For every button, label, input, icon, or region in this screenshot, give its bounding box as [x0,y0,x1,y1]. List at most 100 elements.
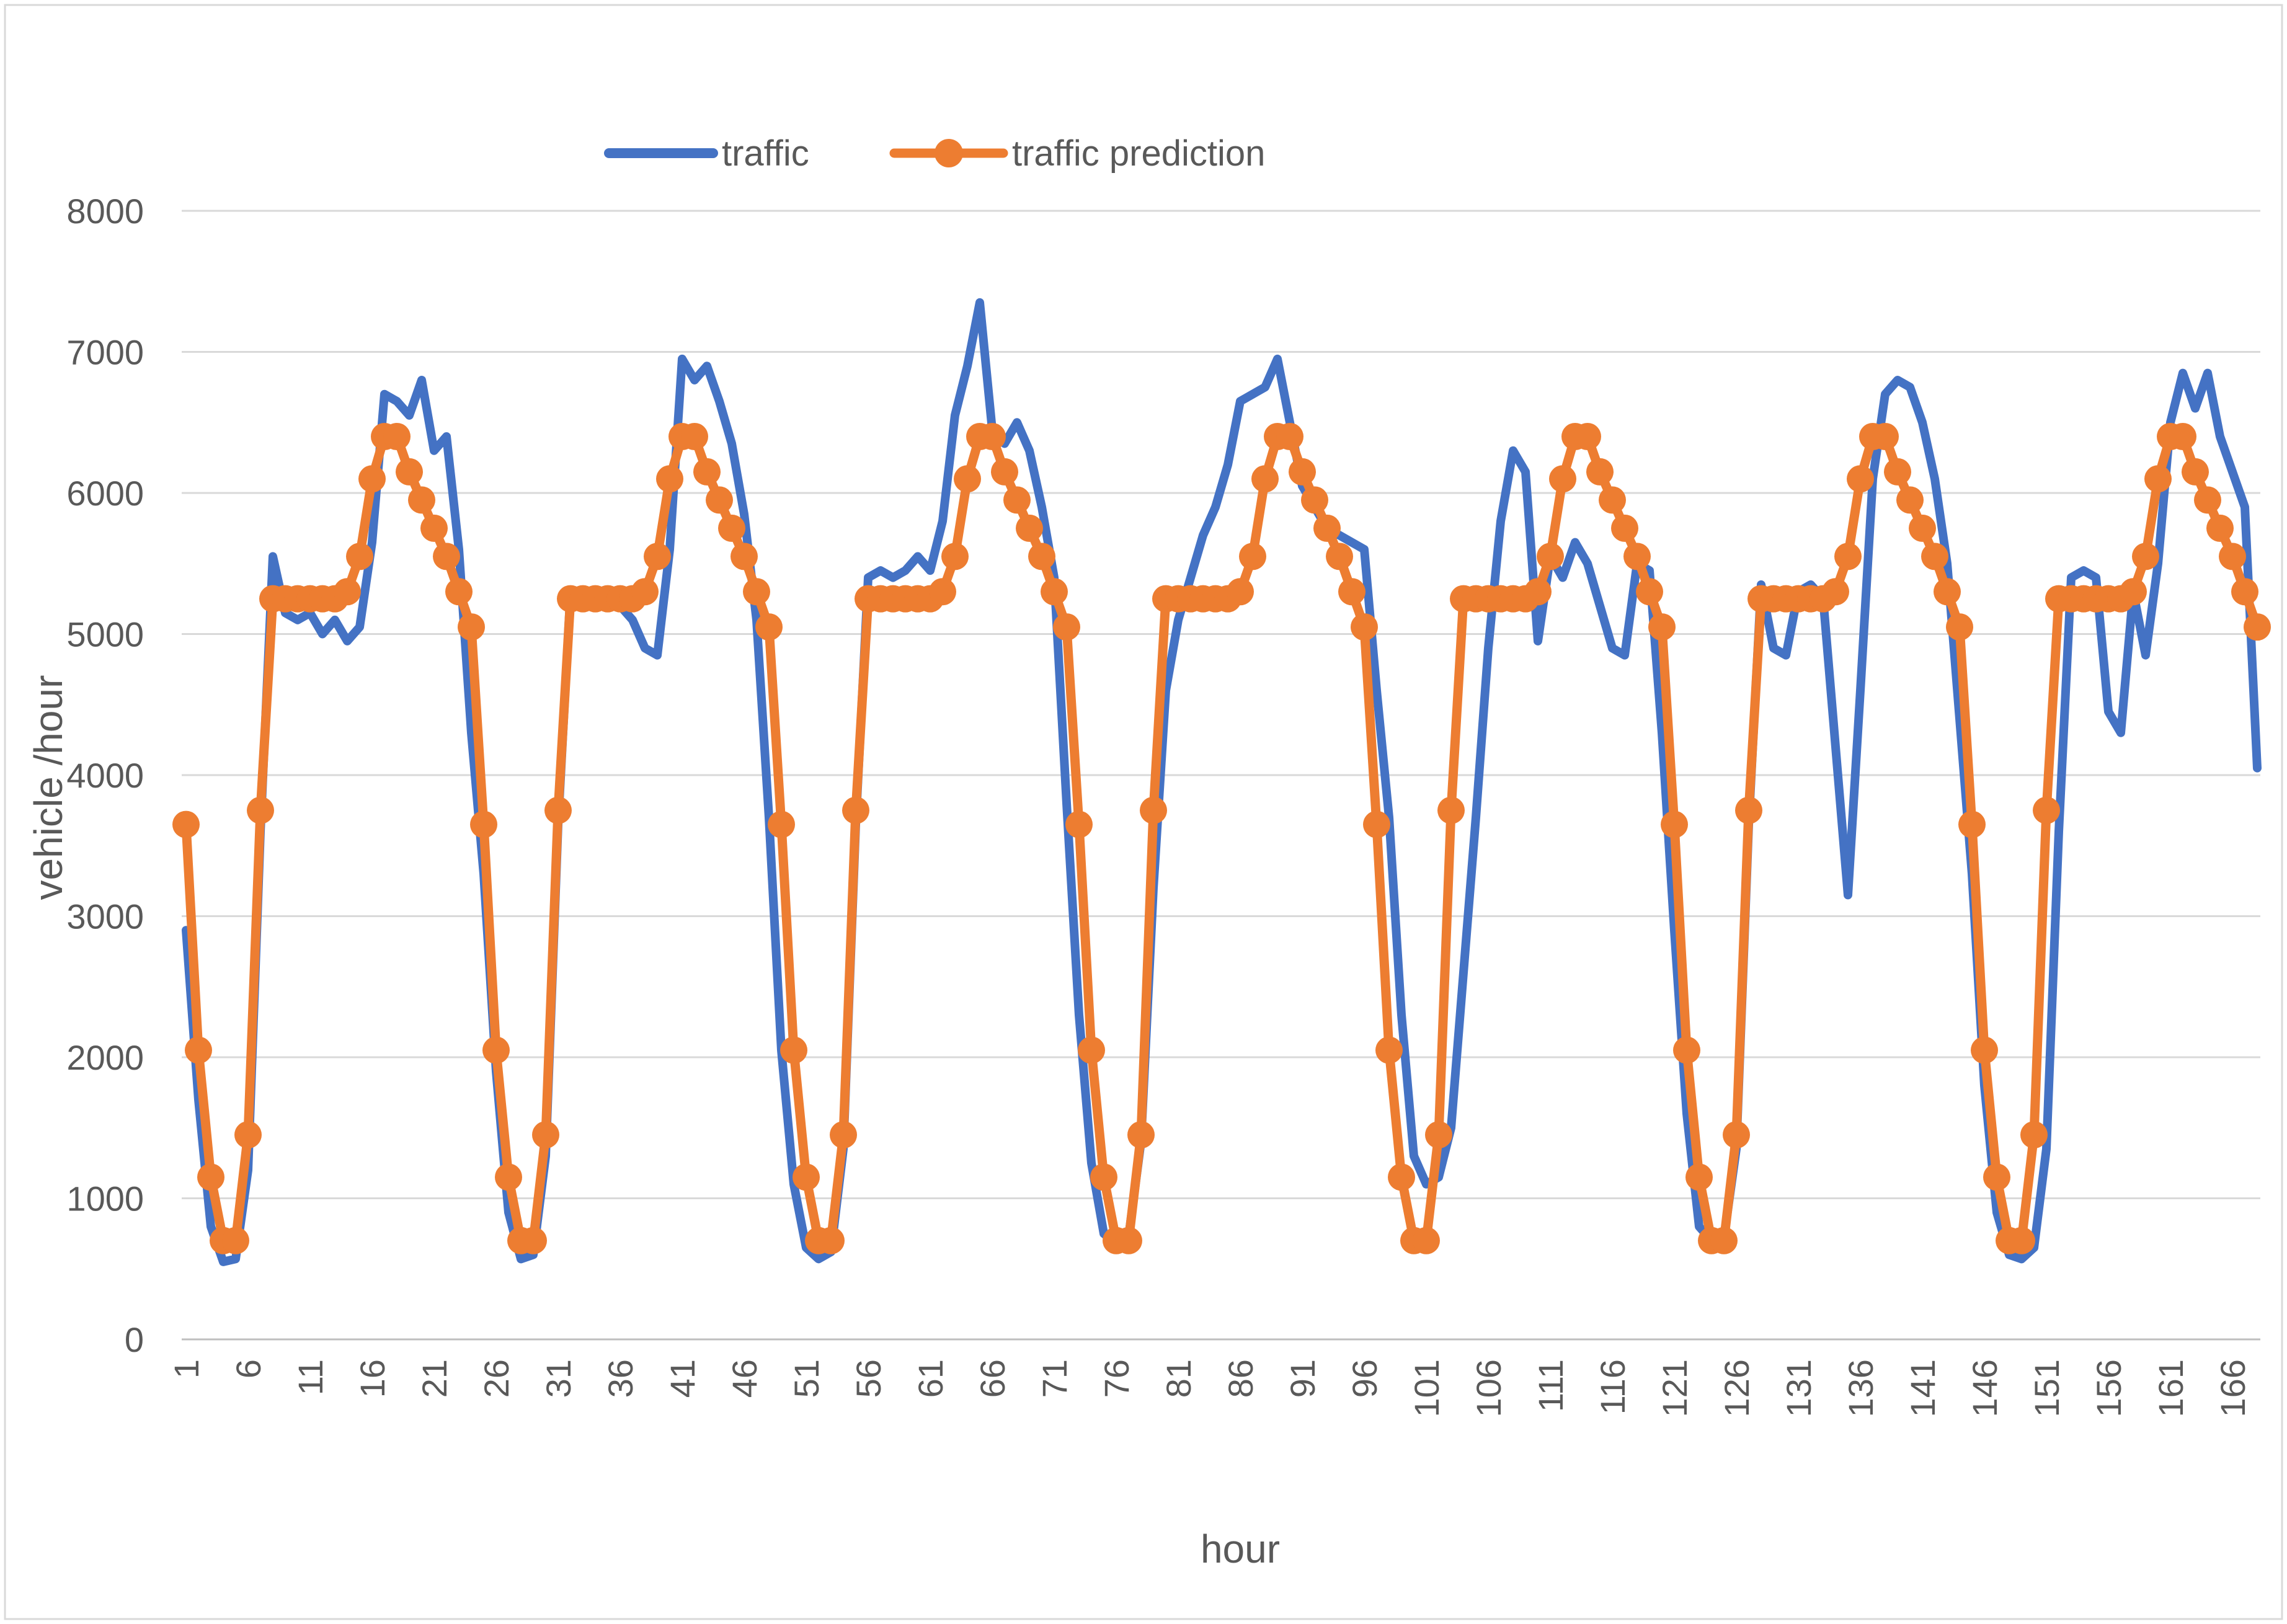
traffic-prediction-marker [743,578,770,606]
traffic-prediction-marker [458,613,485,641]
traffic-prediction-marker [1140,796,1167,824]
traffic-prediction-marker [1599,486,1626,514]
traffic-prediction-marker [1090,1163,1117,1191]
traffic-prediction-marker [706,486,733,514]
traffic-prediction-marker [396,458,423,486]
traffic-prediction-marker [817,1227,845,1254]
x-tick-label: 116 [1593,1359,1632,1414]
traffic-prediction-marker [1301,486,1328,514]
y-tick-label: 8000 [66,192,144,231]
y-tick-label: 1000 [66,1179,144,1218]
x-tick-label: 121 [1655,1359,1694,1417]
traffic-prediction-marker [1276,423,1303,450]
traffic-prediction-marker [830,1121,857,1149]
x-tick-label: 151 [2027,1359,2066,1417]
traffic-prediction-marker [1822,578,1849,606]
traffic-prediction-marker [334,578,361,606]
traffic-prediction-marker [2194,486,2221,514]
traffic-prediction-marker [1946,613,1973,641]
x-tick-label: 141 [1903,1359,1942,1417]
x-tick-label: 106 [1469,1359,1508,1417]
traffic-prediction-marker [1648,613,1676,641]
traffic-prediction-marker [346,543,373,570]
traffic-prediction-marker [1003,486,1031,514]
traffic-prediction-marker [197,1163,224,1191]
traffic-prediction-marker [1289,458,1316,486]
traffic-prediction-marker [495,1163,522,1191]
traffic-prediction-marker [1549,465,1576,493]
x-tick-label: 21 [415,1359,454,1398]
x-tick-label: 81 [1159,1359,1198,1398]
legend-label-traffic: traffic [722,133,809,174]
traffic-prediction-marker [2144,465,2172,493]
y-axis-tick-labels: 0 1000 2000 3000 4000 5000 6000 7000 8000 [66,192,144,1359]
traffic-prediction-marker [1437,796,1465,824]
y-tick-label: 7000 [66,333,144,372]
traffic-prediction-marker [991,458,1018,486]
traffic-prediction-marker [2231,578,2258,606]
traffic-prediction-marker [842,796,869,824]
traffic-prediction-marker [1884,458,1911,486]
x-tick-label: 26 [477,1359,516,1398]
traffic-prediction-marker [1078,1036,1105,1064]
traffic-prediction-marker [693,458,721,486]
traffic-prediction-marker [1735,796,1762,824]
traffic-prediction-marker [1351,613,1378,641]
traffic-prediction-marker [185,1036,212,1064]
traffic-prediction-marker [408,486,435,514]
x-tick-label: 136 [1841,1359,1880,1417]
traffic-prediction-marker [172,810,200,838]
traffic-prediction-marker [1834,543,1862,570]
x-tick-label: 71 [1035,1359,1074,1398]
traffic-prediction-marker [1115,1227,1142,1254]
traffic-prediction-marker [1065,810,1093,838]
traffic-prediction-marker [731,543,758,570]
traffic-prediction-marker [1685,1163,1713,1191]
x-tick-label: 111 [1531,1359,1570,1412]
traffic-prediction-marker [2206,514,2234,542]
traffic-prediction-marker [1388,1163,1415,1191]
traffic-prediction-marker [1413,1227,1440,1254]
traffic-prediction-marker [234,1121,262,1149]
traffic-prediction-marker [2169,423,2196,450]
y-tick-label: 2000 [66,1038,144,1077]
traffic-prediction-marker [1934,578,1961,606]
traffic-series [182,298,2262,1266]
traffic-prediction-marker [1375,1036,1403,1064]
x-tick-label: 76 [1097,1359,1136,1398]
traffic-prediction-marker [1537,543,1564,570]
traffic-prediction-marker [1326,543,1353,570]
traffic-prediction-marker [656,465,683,493]
x-tick-label: 101 [1407,1359,1446,1417]
traffic-prediction-marker [2219,543,2246,570]
traffic-prediction-marker [1524,578,1552,606]
x-tick-label: 56 [849,1359,888,1398]
x-tick-label: 36 [601,1359,640,1398]
traffic-prediction-marker [1227,578,1254,606]
x-tick-label: 126 [1717,1359,1756,1417]
x-tick-label: 61 [911,1359,950,1398]
traffic-prediction-marker [780,1036,807,1064]
traffic-series-line [182,298,2262,1266]
traffic-prediction-marker [1251,465,1279,493]
traffic-prediction-marker [1909,514,1936,542]
y-tick-label: 5000 [66,615,144,654]
traffic-prediction-marker [681,423,708,450]
traffic-prediction-marker [420,514,448,542]
traffic-prediction-marker [1425,1121,1452,1149]
traffic-prediction-marker [2020,1121,2048,1149]
traffic-prediction-marker [1847,465,1874,493]
traffic-prediction-marker [383,423,411,450]
traffic-prediction-marker [1611,514,1638,542]
x-tick-label: 41 [663,1359,702,1398]
traffic-prediction-marker [1363,810,1390,838]
traffic-prediction-marker [718,514,745,542]
y-tick-label: 3000 [66,897,144,936]
traffic-prediction-marker [1053,613,1080,641]
y-tick-label: 6000 [66,474,144,513]
traffic-prediction-marker [445,578,473,606]
x-tick-label: 96 [1345,1359,1384,1398]
traffic-prediction-marker [1016,514,1043,542]
